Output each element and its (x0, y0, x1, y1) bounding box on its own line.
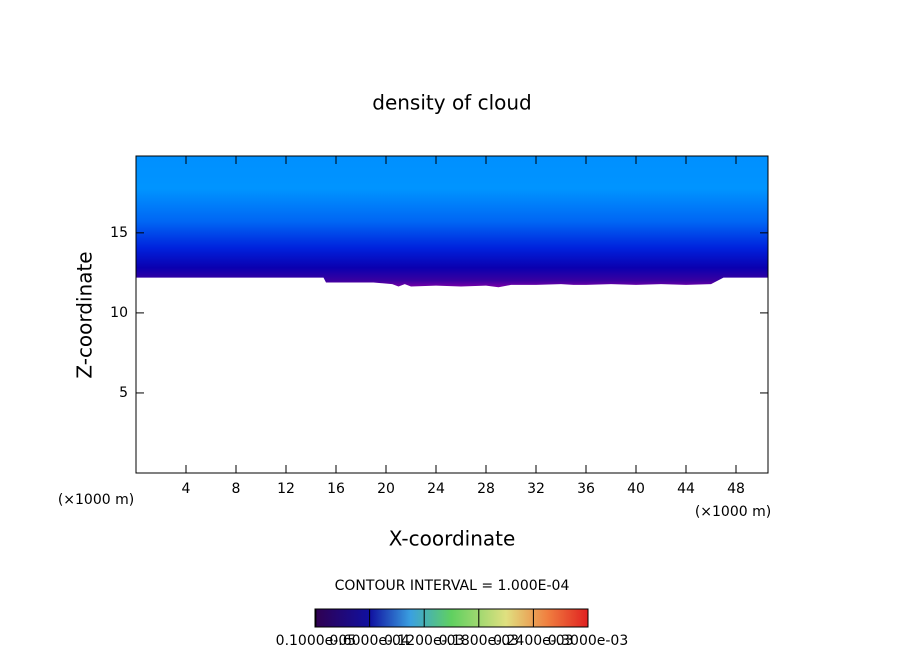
x-tick-label: 16 (327, 481, 345, 497)
x-tick-label: 24 (427, 481, 445, 497)
colorbar-label: 0.1800e-03 (439, 633, 519, 649)
y-unit: (×1000 m) (58, 492, 134, 508)
x-tick-label: 20 (377, 481, 395, 497)
x-tick-label: 36 (577, 481, 595, 497)
x-tick-label: 48 (727, 481, 745, 497)
chart-title: density of cloud (372, 91, 531, 115)
x-axis-label: X-coordinate (389, 527, 516, 551)
cloud-field (136, 156, 768, 288)
x-tick-label: 32 (527, 481, 545, 497)
x-unit: (×1000 m) (695, 504, 771, 520)
x-tick-label: 40 (627, 481, 645, 497)
y-tick-label: 5 (119, 385, 128, 401)
x-tick-label: 8 (232, 481, 241, 497)
x-tick-label: 44 (677, 481, 695, 497)
y-tick-label: 15 (110, 225, 128, 241)
colorbar-label: 0.3000e-03 (548, 633, 628, 649)
colorbar-label: 0.1200e-03 (384, 633, 464, 649)
colorbar-label: 0.6000e-04 (329, 633, 410, 649)
colorbar-label: 0.2400e-03 (493, 633, 573, 649)
y-tick-label: 10 (110, 305, 128, 321)
y-axis-label: Z-coordinate (73, 251, 97, 378)
x-tick-label: 4 (182, 481, 191, 497)
x-tick-label: 12 (277, 481, 295, 497)
colorbar (314, 608, 589, 628)
colorbar-label: 0.1000e-05 (276, 633, 356, 649)
contour-interval: CONTOUR INTERVAL = 1.000E-04 (335, 578, 570, 594)
x-tick-label: 28 (477, 481, 495, 497)
plot-frame (135, 155, 769, 474)
